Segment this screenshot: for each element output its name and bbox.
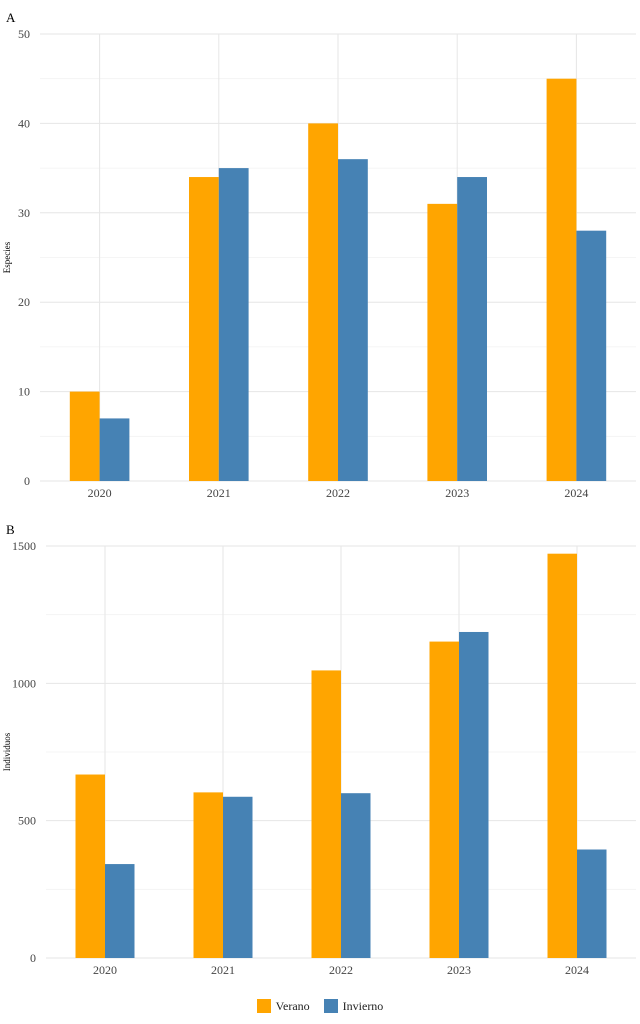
panel-b-bar-verano-2023 (429, 641, 459, 958)
panel-a-bar-invierno-2022 (338, 159, 368, 481)
legend-label-invierno: Invierno (342, 998, 384, 1013)
panel-a-y-tick-label: 50 (18, 27, 30, 41)
panel-b-bar-invierno-2020 (105, 864, 135, 958)
panel-b-y-tick-label: 0 (30, 951, 36, 965)
panel-b-y-axis-title: Individuos (2, 732, 12, 771)
legend-label-verano: Verano (275, 998, 310, 1013)
panel-a-bar-invierno-2023 (457, 177, 487, 482)
legend-swatch-verano (256, 999, 271, 1013)
panel-b-bar-invierno-2022 (341, 793, 371, 958)
panel-b-bar-verano-2021 (193, 792, 223, 958)
panel-a-y-tick-label: 20 (18, 295, 30, 309)
panel-b-y-tick-label: 1500 (12, 539, 36, 553)
panel-b-bar-invierno-2021 (223, 796, 253, 958)
panel-a-bar-verano-2021 (189, 177, 219, 482)
panel-a-label: A (6, 10, 16, 25)
panel-a-bar-verano-2022 (308, 123, 338, 482)
panel-a-x-tick-label: 2022 (326, 486, 350, 500)
panel-b-bar-verano-2024 (547, 553, 577, 958)
panel-b-y-tick-label: 1000 (12, 676, 36, 690)
legend: Verano Invierno (0, 996, 640, 1016)
legend-item-verano: Verano (256, 998, 310, 1014)
panel-b-label: B (6, 522, 15, 537)
panel-b-x-tick-label: 2022 (329, 963, 353, 977)
panel-a-y-tick-label: 10 (18, 385, 30, 399)
panel-a-bar-verano-2024 (546, 78, 577, 481)
panel-b-x-tick-label: 2024 (565, 963, 589, 977)
chart-figure: 0 10 20 30 40 50 2020 2021 2022 2023 2024 A Especies… (2, 10, 636, 977)
panel-a-bar-invierno-2020 (99, 418, 130, 481)
panel-b-x-tick-label: 2021 (211, 963, 235, 977)
panel-a-y-axis-title: Especies (2, 241, 12, 273)
panel-b-bar-invierno-2024 (577, 849, 607, 958)
panel-a-bar-invierno-2024 (576, 230, 607, 481)
panel-a-y-tick-label: 0 (24, 474, 30, 488)
panel-a-x-tick-label: 2024 (564, 486, 588, 500)
panel-b-bar-verano-2020 (75, 774, 105, 958)
panel-a-bar-verano-2020 (69, 391, 100, 481)
panel-b-x-tick-label: 2020 (93, 963, 117, 977)
panel-a-y-tick-label: 30 (18, 206, 30, 220)
panel-b-y-tick-label: 500 (18, 814, 36, 828)
panel-a-bar-verano-2023 (427, 203, 458, 482)
panel-b-x-tick-label: 2023 (447, 963, 471, 977)
panel-b-bar-verano-2022 (311, 670, 341, 958)
panel-a-y-tick-label: 40 (18, 116, 30, 130)
panel-a-x-tick-label: 2023 (445, 486, 469, 500)
legend-swatch-invierno (323, 999, 338, 1013)
panel-a-x-tick-label: 2020 (88, 486, 112, 500)
legend-item-invierno: Invierno (323, 998, 384, 1014)
panel-b-bar-invierno-2023 (459, 631, 489, 958)
panel-a-bar-invierno-2021 (218, 168, 249, 481)
panel-a-x-tick-label: 2021 (207, 486, 231, 500)
